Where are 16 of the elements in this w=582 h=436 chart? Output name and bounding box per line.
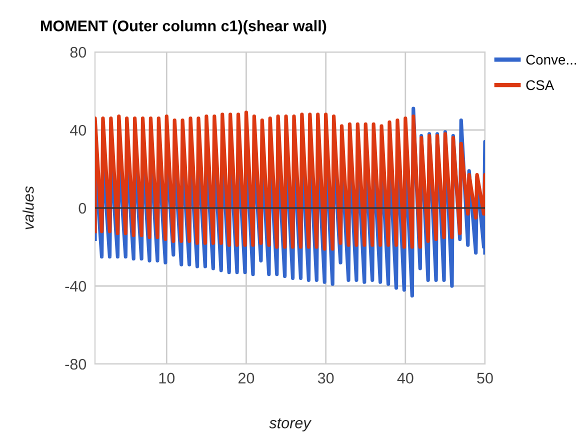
x-tick-label: 50 — [477, 372, 493, 384]
legend-label: CSA — [526, 80, 554, 90]
line-series — [95, 110, 485, 251]
chart-title: MOMENT (Outer column c1)(shear wall) — [41, 20, 326, 34]
x-tick-label: 30 — [318, 372, 334, 384]
y-tick-label: -40 — [65, 280, 86, 292]
y-axis-title: values — [22, 186, 34, 230]
y-tick-label: 0 — [78, 202, 86, 214]
x-tick-label: 10 — [159, 372, 175, 384]
x-tick-label: 40 — [397, 372, 414, 384]
x-axis-title: storey — [269, 418, 312, 432]
y-tick-label: -80 — [65, 358, 86, 370]
y-tick-label: 40 — [70, 124, 86, 136]
y-tick-label: 80 — [70, 46, 86, 58]
x-tick-label: 20 — [238, 372, 254, 384]
legend-label: Conve... — [526, 54, 576, 65]
